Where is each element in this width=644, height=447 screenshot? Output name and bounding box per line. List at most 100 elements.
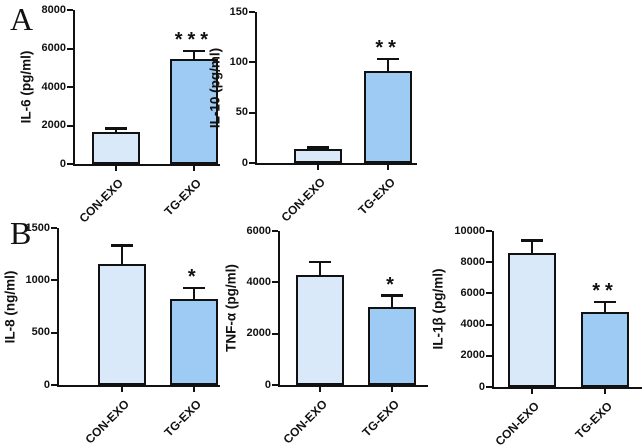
y-tick-label: 4000 [41, 80, 66, 93]
x-tick-label-tg-exo: TG-EXO [355, 175, 399, 218]
bar-tg-exo [581, 312, 629, 387]
error-bar [193, 288, 196, 299]
y-tick-label: 4000 [460, 318, 485, 331]
x-tick-label-con-exo: CON-EXO [280, 397, 330, 447]
y-axis-label: IL-8 (ng/ml) [2, 270, 18, 343]
y-axis-label: IL-1β (pg/ml) [430, 268, 446, 350]
x-tick [387, 165, 390, 170]
significance-stars: ** [592, 280, 618, 303]
chart-il-10-pg-ml: IL-10 (pg/ml) 0 50 100 150 CON-EXO ** TG-EXO [207, 6, 417, 225]
y-tick [486, 323, 492, 326]
y-tick-label: 6000 [460, 286, 485, 299]
y-axis-label: TNF-α (pg/ml) [223, 264, 239, 352]
y-tick [67, 9, 73, 11]
bar-tg-exo [364, 71, 413, 163]
bar-con-exo [295, 275, 344, 385]
y-tick-label: 8000 [460, 255, 485, 268]
y-tick-label: 4000 [246, 275, 271, 288]
x-tick [531, 389, 534, 394]
x-tick-label-con-exo: CON-EXO [82, 397, 132, 447]
y-tick [486, 292, 492, 295]
y-tick [272, 281, 278, 284]
y-axis-label: IL-10 (pg/ml) [207, 47, 223, 128]
x-tick-label-con-exo: CON-EXO [76, 176, 126, 226]
y-tick [51, 331, 57, 334]
error-bar [318, 262, 321, 276]
y-tick [51, 227, 57, 229]
chart-il-1-pg-ml: IL-1β (pg/ml) 0 2000 4000 6000 8000 10000 CON-E… [431, 225, 642, 447]
bar-tg-exo [368, 306, 417, 385]
significance-stars: ** [375, 37, 401, 60]
y-tick [249, 61, 255, 64]
x-tick-label-tg-exo: TG-EXO [359, 397, 403, 440]
x-tick [318, 387, 321, 392]
x-tick [316, 165, 319, 170]
error-bar-cap [308, 260, 331, 264]
y-tick [272, 332, 278, 335]
y-tick [51, 279, 57, 282]
bar-con-exo [91, 132, 140, 164]
y-tick-label: 2000 [41, 119, 66, 131]
y-tick [272, 384, 278, 386]
bar-tg-exo [169, 59, 218, 164]
significance-stars: * [187, 266, 201, 289]
y-tick-label: 100 [229, 55, 248, 68]
y-tick-label: 1500 [25, 221, 50, 234]
y-tick-label: 2000 [460, 349, 485, 362]
bar-con-exo [508, 252, 557, 387]
y-tick [67, 47, 73, 50]
y-tick-label: 8000 [41, 3, 66, 16]
y-tick-label: 0 [43, 378, 50, 391]
error-bar-cap [306, 146, 329, 149]
y-tick [486, 354, 492, 357]
y-tick-label: 0 [241, 156, 248, 169]
chart-il-8-ng-ml: IL-8 (ng/ml) 0 500 1000 1500 CON-EXO * TG-EXO [2, 222, 220, 447]
y-tick [67, 86, 73, 88]
error-bar [387, 59, 390, 72]
chart-il-6-pg-ml: IL-6 (pg/ml) 0 2000 4000 6000 8000 CON-EXO *** T… [18, 4, 220, 226]
error-bar-cap [594, 300, 616, 304]
x-tick [391, 387, 394, 392]
y-tick-label: 0 [59, 157, 66, 170]
y-tick-label: 0 [478, 380, 485, 393]
y-tick [67, 163, 73, 165]
error-bar-cap [381, 294, 404, 297]
bar-con-exo [293, 148, 342, 163]
y-tick-label: 150 [229, 5, 248, 18]
y-tick [249, 11, 255, 13]
error-bar [391, 295, 394, 307]
error-bar [604, 302, 606, 313]
y-tick-label: 0 [264, 378, 271, 391]
x-tick [193, 387, 196, 392]
x-tick-label-con-exo: CON-EXO [492, 399, 543, 447]
x-tick-label-con-exo: CON-EXO [278, 175, 328, 225]
panel-label-a: A [10, 1, 34, 37]
error-bar [192, 51, 195, 60]
x-tick [120, 387, 123, 392]
bar-tg-exo [170, 298, 219, 385]
y-tick [486, 261, 492, 264]
y-tick [51, 384, 57, 386]
x-tick [192, 166, 195, 171]
x-tick-label-tg-exo: TG-EXO [572, 399, 615, 442]
y-tick [486, 386, 492, 388]
y-tick-label: 500 [31, 326, 50, 339]
y-tick [67, 124, 73, 127]
x-tick-label-tg-exo: TG-EXO [161, 176, 204, 219]
chart-tnf-pg-ml: TNF-α (pg/ml) 0 2000 4000 6000 CON-EXO * TG-EXO [223, 225, 428, 447]
panel-label-b: B [10, 215, 32, 251]
error-bar [120, 245, 123, 264]
y-tick-label: 6000 [41, 42, 66, 54]
y-tick-label: 6000 [246, 224, 271, 237]
x-tick [114, 166, 117, 171]
error-bar [531, 240, 534, 253]
significance-stars: *** [174, 29, 214, 52]
bar-con-exo [97, 263, 146, 385]
y-axis-label: IL-6 (pg/ml) [18, 50, 34, 124]
y-tick [249, 162, 255, 164]
y-tick-label: 50 [235, 106, 248, 119]
significance-stars: * [386, 273, 399, 296]
y-tick [272, 230, 278, 232]
error-bar-cap [183, 286, 206, 290]
